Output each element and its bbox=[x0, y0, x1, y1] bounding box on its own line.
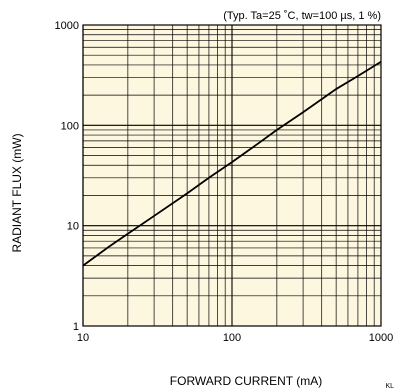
series-line bbox=[82, 61, 382, 267]
y-tick-label: 1000 bbox=[55, 20, 79, 32]
plot-frame bbox=[82, 24, 382, 327]
y-tick-label: 100 bbox=[61, 120, 79, 132]
y-tick-label: 10 bbox=[67, 221, 79, 233]
corner-mark: KL bbox=[385, 383, 394, 390]
x-tick-label: 1000 bbox=[369, 332, 393, 344]
x-axis-title: FORWARD CURRENT (mA) bbox=[170, 374, 322, 388]
grid bbox=[82, 25, 381, 327]
y-axis-title: RADIANT FLUX (mW) bbox=[10, 133, 24, 252]
x-tick-label: 10 bbox=[77, 332, 89, 344]
conditions-label: (Typ. Ta=25 ˚C, tw=100 µs, 1 %) bbox=[223, 10, 381, 22]
y-tick-label: 1 bbox=[73, 321, 79, 333]
x-tick-label: 100 bbox=[223, 332, 241, 344]
